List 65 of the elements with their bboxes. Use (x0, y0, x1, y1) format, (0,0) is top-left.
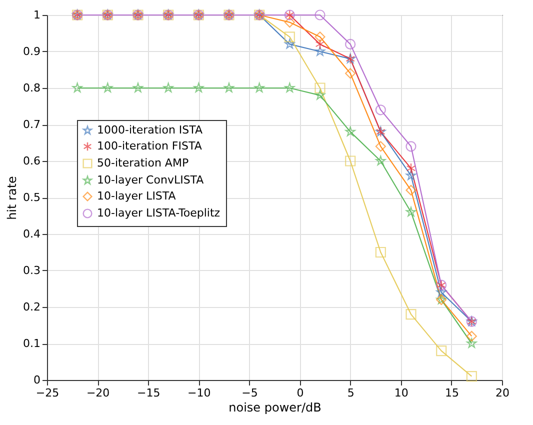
point (406, 184, 416, 196)
point (314, 10, 326, 20)
point (72, 82, 82, 92)
y-axis-title: hit rate (5, 176, 20, 220)
point (406, 141, 416, 152)
x-tick-label: −25 (36, 386, 60, 400)
legend-label: 100-iteration FISTA (97, 140, 202, 152)
x-tick-label: 0 (296, 386, 304, 400)
y-tick-label: 0.2 (23, 300, 40, 314)
point (406, 163, 416, 174)
point (466, 330, 477, 342)
y-tick-label: 0.4 (23, 228, 40, 240)
point (436, 287, 446, 297)
point (345, 38, 356, 50)
y-tick-label: 0.7 (23, 118, 40, 131)
x-tick-label: 5 (347, 386, 354, 400)
legend-label: 50-iteration AMP (97, 156, 189, 170)
point (375, 104, 386, 116)
point (466, 371, 477, 382)
point (102, 82, 113, 92)
point (314, 90, 326, 100)
point (345, 68, 356, 79)
y-tick-label: 0.8 (23, 82, 40, 94)
point (132, 82, 144, 92)
y-tick-label: 1 (34, 8, 40, 22)
point (314, 46, 326, 56)
y-tick-label: 0.3 (23, 264, 40, 277)
point (284, 82, 295, 92)
point (376, 156, 386, 166)
y-tick-label: 0.6 (23, 154, 40, 168)
point (284, 32, 295, 42)
point (194, 82, 204, 92)
x-tick-label: −5 (242, 386, 258, 400)
point (284, 17, 295, 28)
x-tick-label: −10 (188, 386, 211, 400)
point (315, 38, 325, 50)
y-tick-label: 0.5 (23, 191, 40, 204)
legend-label: 1000-iteration ISTA (97, 124, 204, 136)
legend-label: 10-layer ConvLISTA (97, 174, 204, 186)
point (345, 126, 356, 136)
point (314, 32, 326, 42)
point (406, 206, 416, 216)
point (406, 309, 416, 320)
point (284, 38, 295, 49)
legend-label: 10-layer LISTA (97, 190, 176, 202)
x-axis-title: noise power/dB (228, 400, 322, 414)
point (375, 141, 386, 152)
x-tick-label: 10 (394, 386, 408, 400)
x-tick-label: −20 (86, 386, 110, 400)
y-tick-label: 0.9 (23, 45, 40, 58)
point (375, 246, 386, 258)
point (436, 346, 447, 356)
x-tick-label: 20 (496, 386, 510, 400)
x-tick-label: −15 (137, 386, 160, 400)
point (406, 170, 416, 180)
y-tick-label: 0 (34, 374, 40, 386)
point (345, 156, 356, 166)
x-tick-label: 15 (444, 386, 459, 400)
point (224, 82, 234, 92)
point (314, 82, 326, 94)
point (254, 82, 264, 92)
point (163, 82, 174, 92)
legend-label: 10-layer LISTA-Toeplitz (97, 206, 220, 220)
point (466, 338, 477, 348)
y-tick-label: 0.1 (23, 337, 40, 350)
